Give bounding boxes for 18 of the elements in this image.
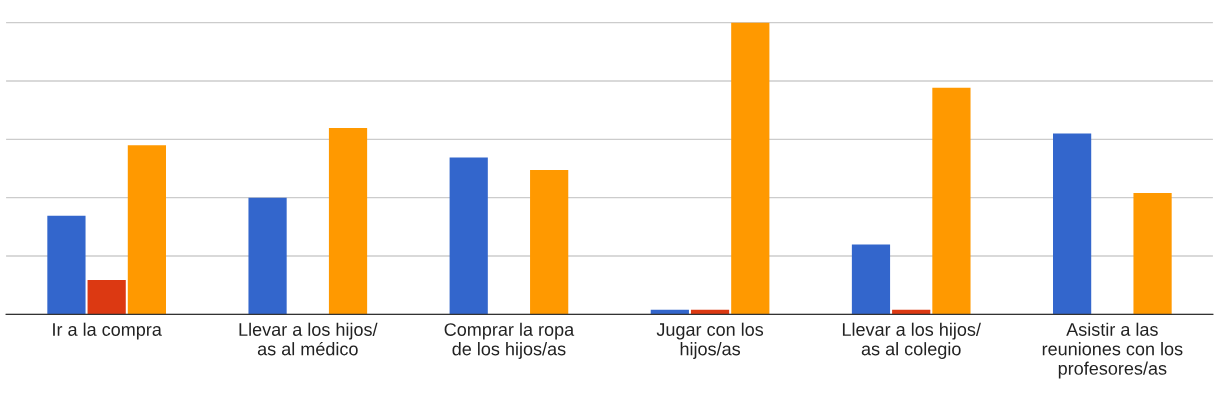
bar — [127, 145, 166, 315]
bar — [248, 197, 287, 315]
bar — [851, 244, 891, 315]
x-tick-label: Llevar a los hijos/ as al médico — [239, 322, 378, 356]
x-tick-label: Jugar con los hijos/as — [656, 322, 764, 359]
bar — [47, 215, 86, 315]
x-tick-label: Asistir a las reuniones con los profesores/as — [1042, 322, 1183, 379]
bar — [1133, 192, 1172, 315]
bar — [530, 169, 569, 315]
bar — [449, 157, 488, 315]
x-tick-label: Comprar la ropa de los hijos/as — [444, 322, 575, 359]
bar — [932, 87, 971, 315]
bar — [87, 279, 126, 315]
bar — [1053, 133, 1092, 315]
bar — [328, 127, 368, 315]
bar — [731, 22, 770, 315]
x-tick-label: Ir a la compra — [53, 322, 162, 340]
x-tick-label: Llevar a los hijos/ as al colegio — [842, 322, 981, 359]
